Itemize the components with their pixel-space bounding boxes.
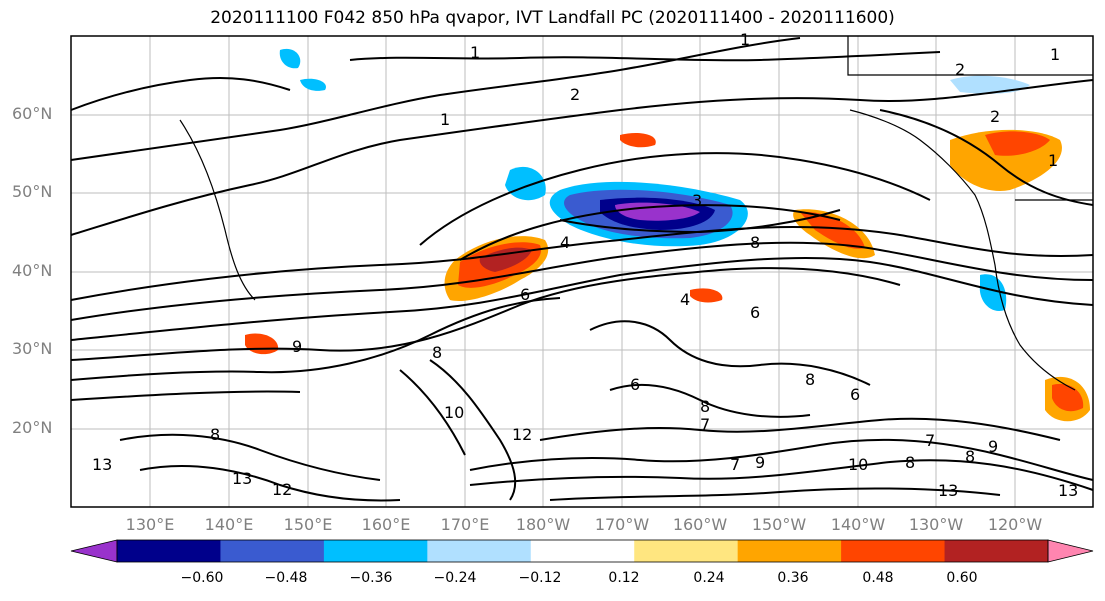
contour-label: 6 xyxy=(850,385,860,404)
contour-label: 1 xyxy=(470,43,480,62)
colorbar-segment xyxy=(841,540,946,562)
lon-label: 140°E xyxy=(204,515,254,534)
contour-label: 8 xyxy=(432,343,442,362)
colorbar-tick-label: −0.60 xyxy=(180,570,224,586)
colorbar-segment xyxy=(944,540,1049,562)
map-title: 2020111100 F042 850 hPa qvapor, IVT Land… xyxy=(210,8,895,28)
contour-label: 6 xyxy=(520,285,530,304)
contour-label: 7 xyxy=(730,455,740,474)
lon-label: 150°E xyxy=(283,515,333,534)
contour-label: 1 xyxy=(740,30,750,49)
colorbar xyxy=(70,539,1094,563)
colorbar-segment xyxy=(323,540,428,562)
ivt-contours xyxy=(70,37,1094,502)
colorbar-segment xyxy=(530,540,635,562)
contour-label: 2 xyxy=(990,107,1000,126)
contour-label: 2 xyxy=(570,85,580,104)
contour-label: 8 xyxy=(805,370,815,389)
lat-label: 30°N xyxy=(12,339,53,358)
contour-label: 9 xyxy=(755,453,765,472)
contour-label: 12 xyxy=(512,425,532,444)
colorbar-extend-min xyxy=(70,539,118,563)
coastlines xyxy=(179,36,1093,391)
lat-label: 50°N xyxy=(12,182,53,201)
contour-label-group: 1 2 1 1 2 1 2 1 4 8 3 4 6 6 8 7 6 8 9 10… xyxy=(92,30,1078,500)
lat-label: 40°N xyxy=(12,261,53,280)
contour-label: 12 xyxy=(272,480,292,499)
contour-label: 9 xyxy=(988,437,998,456)
map-frame xyxy=(70,35,1094,508)
colorbar-tick-label: 0.12 xyxy=(608,570,640,586)
colorbar-tick-label: 0.36 xyxy=(777,570,809,586)
colorbar-segment xyxy=(634,540,739,562)
contour-label: 3 xyxy=(692,191,702,210)
lon-label: 130°W xyxy=(908,515,964,534)
contour-label: 10 xyxy=(848,455,868,474)
lon-label: 120°W xyxy=(987,515,1043,534)
lon-label: 140°W xyxy=(830,515,886,534)
contour-label: 8 xyxy=(905,453,915,472)
contour-label: 6 xyxy=(750,303,760,322)
contour-label: 6 xyxy=(630,375,640,394)
contour-label: 1 xyxy=(1050,45,1060,64)
contour-label: 13 xyxy=(232,469,252,488)
lon-label: 130°E xyxy=(125,515,175,534)
contour-label: 13 xyxy=(1058,481,1078,500)
colorbar-tick-label: −0.24 xyxy=(433,570,477,586)
colorbar-tick-label: 0.60 xyxy=(946,570,978,586)
lon-label: 160°E xyxy=(361,515,411,534)
lon-label: 150°W xyxy=(751,515,807,534)
contour-label: 8 xyxy=(750,233,760,252)
contour-label: 7 xyxy=(925,431,935,450)
lat-label: 20°N xyxy=(12,418,53,437)
contour-label: 8 xyxy=(700,397,710,416)
contour-label: 8 xyxy=(210,425,220,444)
contour-label: 13 xyxy=(92,455,112,474)
colorbar-tick-label: −0.12 xyxy=(518,570,562,586)
contour-label: 4 xyxy=(560,233,570,252)
lon-label: 170°E xyxy=(440,515,490,534)
lon-label: 180°W xyxy=(515,515,571,534)
colorbar-tick-label: 0.48 xyxy=(862,570,894,586)
colorbar-tick-label: −0.48 xyxy=(264,570,308,586)
lon-label: 160°W xyxy=(672,515,728,534)
contour-label: 9 xyxy=(292,337,302,356)
contour-label: 8 xyxy=(965,447,975,466)
colorbar-segment xyxy=(220,540,325,562)
contour-label: 13 xyxy=(938,481,958,500)
colorbar-segment xyxy=(117,540,221,562)
lon-label: 170°W xyxy=(594,515,650,534)
lat-label: 60°N xyxy=(12,104,53,123)
contour-label: 7 xyxy=(700,415,710,434)
colorbar-segment xyxy=(427,540,532,562)
colorbar-extend-max xyxy=(1047,539,1094,563)
colorbar-tick-label: 0.24 xyxy=(693,570,725,586)
contour-label: 4 xyxy=(680,290,690,309)
contour-label: 10 xyxy=(444,403,464,422)
contour-label: 1 xyxy=(440,110,450,129)
graticule xyxy=(71,36,1093,507)
contour-label: 1 xyxy=(1048,151,1058,170)
colorbar-frame xyxy=(116,539,1049,563)
colorbar-segment xyxy=(737,540,842,562)
contour-label: 2 xyxy=(955,60,965,79)
colorbar-tick-label: −0.36 xyxy=(349,570,393,586)
